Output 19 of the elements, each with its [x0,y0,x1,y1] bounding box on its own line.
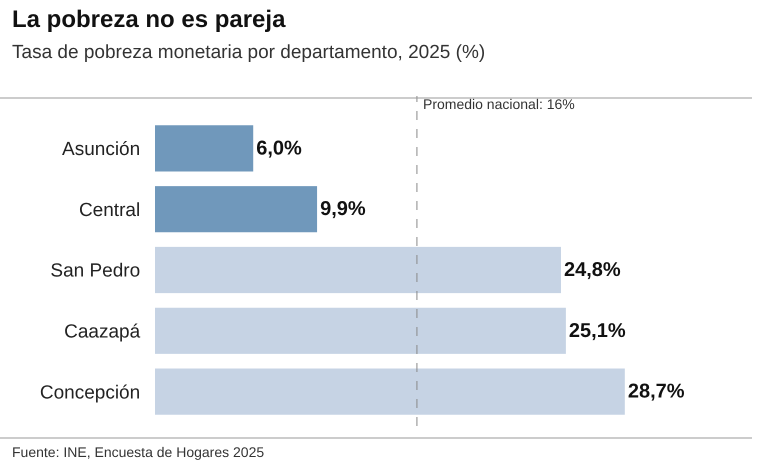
y-tick-label: Asunción [62,139,140,160]
bar [155,125,254,172]
bar [155,308,566,354]
ref-line-label: Promedio nacional: 16% [423,96,575,112]
data-label: 9,9% [320,198,366,220]
y-tick-label: San Pedro [50,260,140,282]
bar [155,186,318,232]
y-tick-label: Central [78,200,140,221]
chart-title: La pobreza no es pareja [12,6,286,33]
source-note: Fuente: INE, Encuesta de Hogares 2025 [12,444,264,460]
bar [155,246,561,294]
y-tick-label: Concepción [40,382,140,404]
data-label: 6,0% [256,137,302,160]
data-label: 24,8% [564,259,621,281]
data-label: 28,7% [628,380,685,403]
y-tick-label: Caazapá [64,321,141,342]
bar [155,368,625,415]
data-label: 25,1% [568,320,626,342]
chart-subtitle: Tasa de pobreza monetaria por departamento, 2025 (%) [12,42,486,63]
